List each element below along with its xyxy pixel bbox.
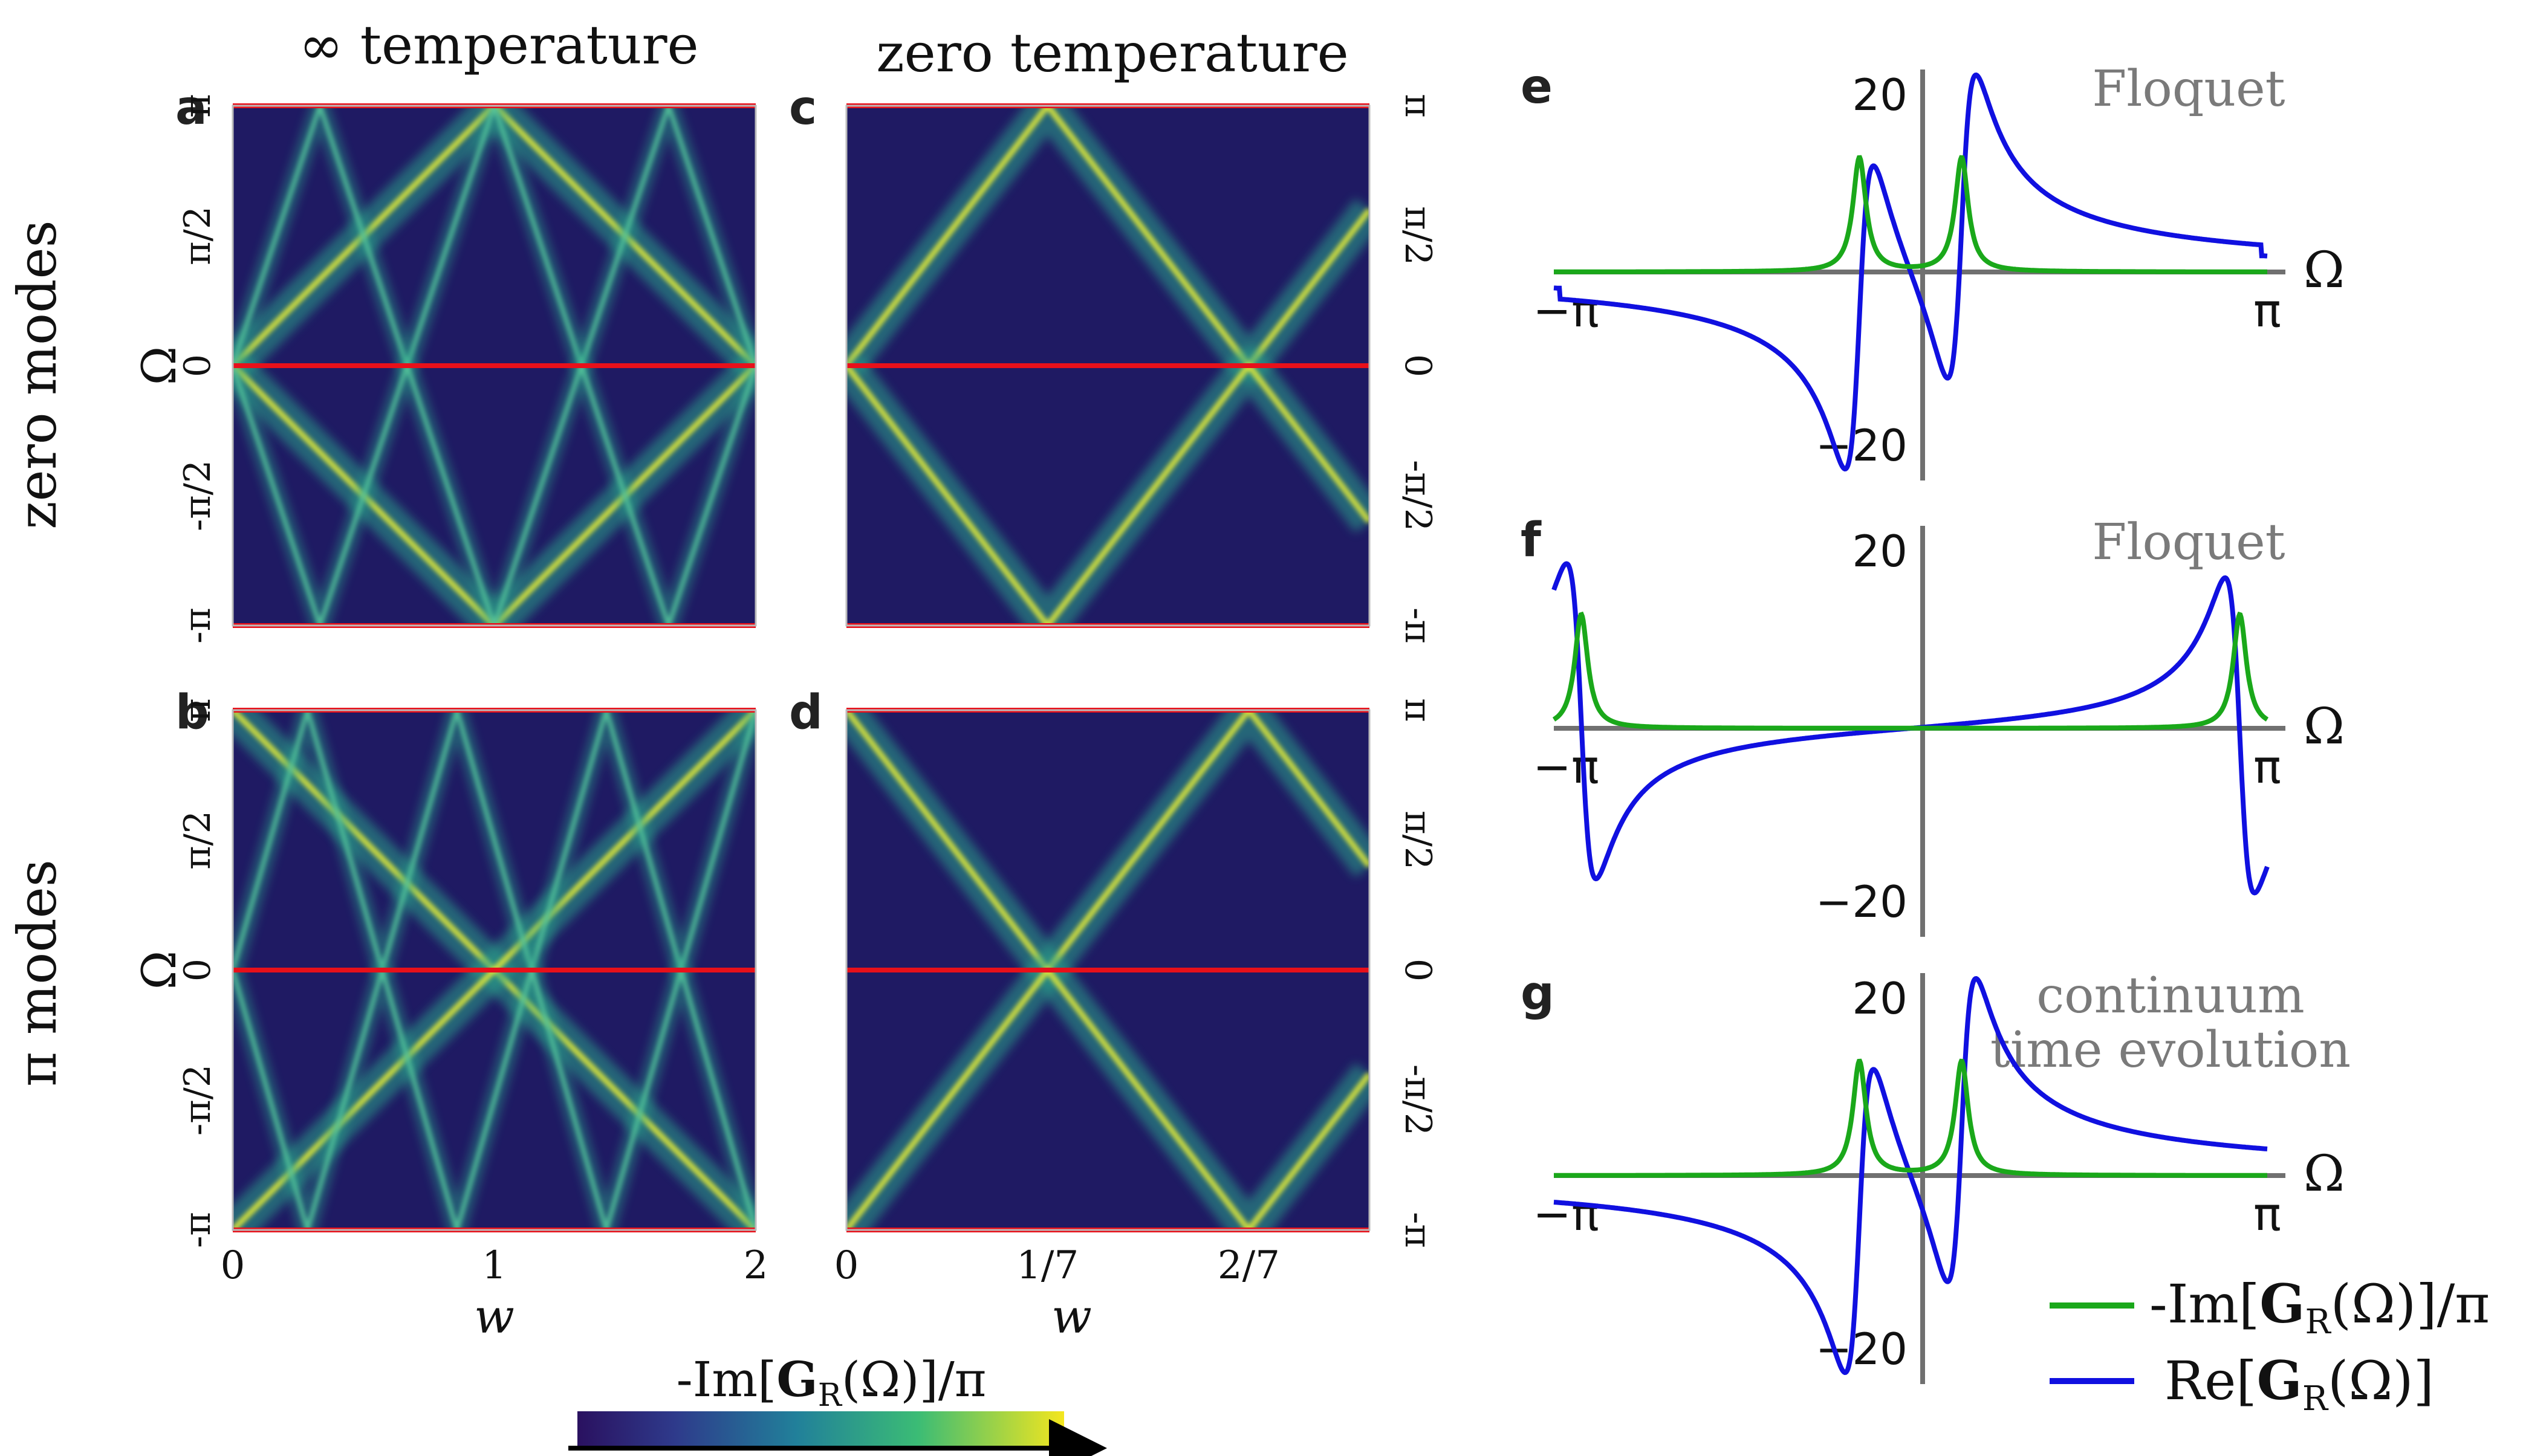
y-tick-label: -π xyxy=(1397,1212,1439,1248)
y-tick-label: π xyxy=(177,94,219,117)
panel-annotation-line1: continuum xyxy=(2036,967,2304,1024)
y-tick-label: π xyxy=(1397,94,1439,117)
heatmap-ridge xyxy=(846,710,1369,975)
x-axis-label: Ω xyxy=(2304,698,2345,756)
heatmap-ridge xyxy=(846,965,1369,1230)
colorbar-label: -Im[GR(Ω)]/π xyxy=(677,1351,987,1414)
x-axis-label: w xyxy=(1051,1290,1092,1344)
y-tick-label: 20 xyxy=(1852,70,1908,120)
heatmap-frame xyxy=(845,105,1371,627)
y-tick-label: -π/2 xyxy=(177,1064,219,1136)
line-panel-f: 20 −20 −π πΩf Floquet xyxy=(1521,513,2345,937)
panel-letter-b: b xyxy=(175,685,209,740)
heatmap-frame xyxy=(845,709,1371,1231)
y-tick-label: π xyxy=(1397,698,1439,722)
heatmap-ridge xyxy=(846,106,1369,369)
x-tick-label: π xyxy=(2253,740,2281,794)
x-tick-label: −π xyxy=(1533,283,1599,337)
colorbar: -Im[GR(Ω)]/π xyxy=(568,1351,1107,1456)
x-axis-label: Ω xyxy=(2304,242,2345,299)
curve-im xyxy=(1552,611,2269,731)
heatmap-lines xyxy=(233,106,756,626)
curve-im xyxy=(1554,155,2267,274)
x-axis-label: Ω xyxy=(2304,1145,2345,1203)
heatmap-lines xyxy=(846,106,1369,626)
heatmap-ridge xyxy=(233,710,756,976)
x-tick-label: 0 xyxy=(834,1243,859,1288)
heatmap-frame xyxy=(232,105,757,627)
column-title-infinite-temperature: ∞ temperature xyxy=(299,14,698,76)
y-tick-label: -π/2 xyxy=(1397,1064,1439,1136)
x-tick-label: 2 xyxy=(744,1243,768,1288)
x-tick-label: 1/7 xyxy=(1016,1243,1079,1288)
y-tick-label: 0 xyxy=(177,959,219,982)
heatmap-lines xyxy=(846,710,1369,1230)
y-axis-label: Ω xyxy=(132,346,187,386)
y-tick-label: -π/2 xyxy=(1397,460,1439,531)
heatmap-panel-d: d -π -π/2 0 π/2 π 0 1/7 2/7 w xyxy=(789,685,1439,1344)
line-panel-e: 20 −20 −π πΩe Floquet xyxy=(1521,60,2345,480)
heatmap-panel-a: a -π -π/2 0 π/2 π Ω xyxy=(132,81,757,644)
y-tick-label: -π xyxy=(1397,607,1439,644)
y-tick-label: π/2 xyxy=(177,811,219,870)
panel-letter-d: d xyxy=(789,685,823,740)
heatmap-ridge xyxy=(233,363,756,626)
panel-letter-f: f xyxy=(1521,513,1542,568)
panel-letter-c: c xyxy=(789,81,817,135)
column-title-zero-temperature: zero temperature xyxy=(876,22,1348,84)
panel-letter-g: g xyxy=(1521,966,1554,1021)
y-tick-label: -π xyxy=(177,1212,219,1248)
curve-re xyxy=(1553,976,2268,1375)
heatmap-ridge xyxy=(233,106,756,368)
y-tick-label: π/2 xyxy=(177,206,219,265)
y-tick-label: 20 xyxy=(1852,973,1908,1024)
heatmap-panel-c: c -π -π/2 0 π/2 π xyxy=(789,81,1439,644)
colorbar-gradient xyxy=(577,1411,1064,1451)
y-tick-label: π xyxy=(177,698,219,722)
panel-annotation: Floquet xyxy=(2092,514,2285,571)
y-tick-label: π/2 xyxy=(1397,206,1439,265)
x-tick-label: 0 xyxy=(221,1243,245,1288)
legend: -Im[GR(Ω)]/π Re[GR(Ω)] xyxy=(2050,1272,2490,1419)
heatmap-frame xyxy=(232,709,757,1231)
curve-re xyxy=(1553,73,2268,471)
row-title-zero-modes: zero modes xyxy=(6,220,68,529)
panel-letter-a: a xyxy=(175,81,207,135)
x-tick-label: π xyxy=(2253,283,2281,337)
x-axis-label: w xyxy=(474,1290,515,1344)
y-tick-label: -π xyxy=(177,607,219,644)
y-tick-label: π/2 xyxy=(1397,811,1439,870)
y-tick-label: 20 xyxy=(1852,526,1908,577)
curve-im xyxy=(1554,1058,2267,1178)
heatmap-ridge xyxy=(846,363,1369,626)
y-axis-label: Ω xyxy=(132,951,187,990)
heatmap-ridge xyxy=(233,964,756,1230)
row-title-pi-modes: π modes xyxy=(6,859,68,1087)
panel-annotation-line2: time evolution xyxy=(1990,1021,2351,1079)
x-tick-label: −π xyxy=(1533,740,1599,794)
panel-letter-e: e xyxy=(1521,60,1553,114)
x-tick-label: π xyxy=(2253,1187,2281,1241)
legend-label-im: -Im[GR(Ω)]/π xyxy=(2149,1272,2490,1342)
panel-annotation: Floquet xyxy=(2092,60,2285,118)
legend-label-re: Re[GR(Ω)] xyxy=(2164,1349,2434,1419)
x-tick-label: 2/7 xyxy=(1218,1243,1280,1288)
x-tick-label: −π xyxy=(1533,1187,1599,1241)
y-tick-label: 0 xyxy=(177,354,219,377)
y-tick-label: −20 xyxy=(1816,876,1908,927)
y-tick-label: -π/2 xyxy=(177,460,219,531)
y-tick-label: 0 xyxy=(1397,354,1439,377)
x-tick-label: 1 xyxy=(482,1243,507,1288)
y-tick-label: −20 xyxy=(1816,420,1908,471)
y-tick-label: 0 xyxy=(1397,959,1439,982)
y-tick-label: −20 xyxy=(1816,1324,1908,1374)
